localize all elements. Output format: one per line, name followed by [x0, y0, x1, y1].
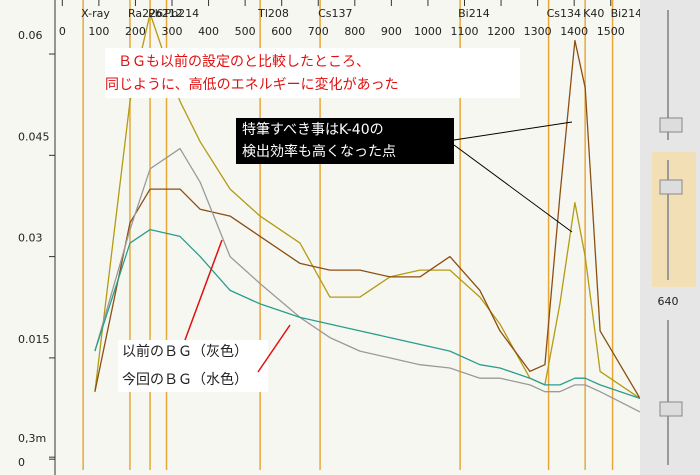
- note-box: [236, 118, 454, 164]
- nuclide-label: Cs134: [547, 7, 581, 20]
- nuclide-label: Cs137: [318, 7, 352, 20]
- nuclide-label: Pb212: [148, 7, 183, 20]
- series-layer: [94, 12, 641, 413]
- x-tick-label: 1100: [451, 25, 479, 38]
- callout-line: [453, 144, 573, 233]
- spectrum-line: [94, 12, 641, 399]
- note-box: [105, 48, 520, 98]
- y-tick-label: 0.03: [18, 232, 43, 245]
- slider-thumb[interactable]: [659, 179, 683, 195]
- x-tick-label: 1300: [524, 25, 552, 38]
- nuclide-label: Tl208: [257, 7, 289, 20]
- nuclide-label: Pb214: [165, 7, 200, 20]
- y-tick-label: 0.06: [18, 29, 43, 42]
- nuclide-label: Ra226: [128, 7, 163, 20]
- annotation: ＢＧも以前の設定のと比較したところ、: [118, 53, 370, 70]
- slider-highlight: [652, 152, 696, 287]
- x-tick-label: 400: [198, 25, 219, 38]
- y-tick-label: 0.045: [18, 130, 50, 143]
- slider-thumb[interactable]: [659, 117, 683, 133]
- callout-line: [184, 239, 223, 341]
- x-tick-label: 800: [344, 25, 365, 38]
- y-tick-label: 0: [18, 456, 25, 469]
- x-tick-label: 700: [308, 25, 329, 38]
- annotation: 以前のＢＧ（灰色）: [122, 343, 248, 360]
- slider-value: 640: [658, 295, 679, 308]
- x-tick-label: 500: [235, 25, 256, 38]
- annotation: 特筆すべき事はK-40の: [242, 122, 384, 138]
- nuclide-label: K40: [583, 7, 604, 20]
- annotation: 今回のＢＧ（水色）: [122, 371, 248, 388]
- nuclide-label: Bi214: [458, 7, 490, 20]
- x-tick-label: 1500: [597, 25, 625, 38]
- x-tick-label: 0: [59, 25, 66, 38]
- spectrum-line: [94, 147, 641, 413]
- nuclide-label: X-ray: [81, 7, 110, 20]
- x-tick-label: 1200: [487, 25, 515, 38]
- x-tick-label: 1400: [560, 25, 588, 38]
- callout-line: [453, 121, 573, 141]
- annotation: 同じように、高低のエネルギーに変化があった: [105, 76, 399, 93]
- callout-line: [257, 324, 291, 373]
- x-tick-label: 300: [162, 25, 183, 38]
- note-box: [118, 340, 268, 392]
- x-tick-label: 900: [381, 25, 402, 38]
- spectrum-line: [94, 39, 641, 399]
- x-tick-label: 100: [88, 25, 109, 38]
- y-tick-label: 0.015: [18, 333, 50, 346]
- x-tick-label: 600: [271, 25, 292, 38]
- y-tick-label: 0,3m: [18, 432, 46, 445]
- nuclide-label: Bi214: [611, 7, 643, 20]
- slider-thumb[interactable]: [659, 401, 683, 417]
- x-tick-label: 1000: [414, 25, 442, 38]
- annotation: 検出効率も高くなった点: [242, 143, 396, 160]
- spectrum-line: [94, 228, 641, 400]
- x-tick-label: 200: [125, 25, 146, 38]
